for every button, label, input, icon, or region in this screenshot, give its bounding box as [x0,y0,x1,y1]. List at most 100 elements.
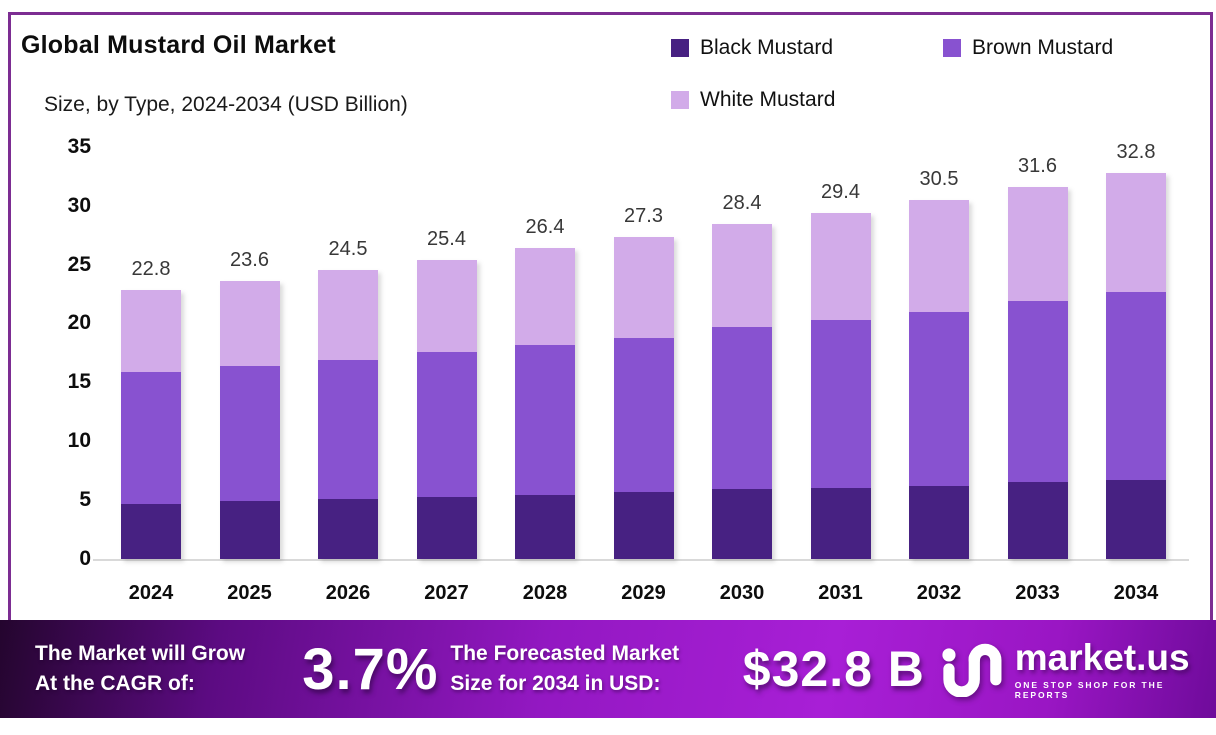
bar-2030 [712,224,772,559]
bar-segment-brown-mustard [613,337,674,492]
bar-segment-black-mustard [613,491,674,559]
bar-2034 [1106,172,1166,559]
marketus-logo-tagline: ONE STOP SHOP FOR THE REPORTS [1014,679,1165,700]
bar-2029 [613,237,674,559]
marketus-logo-text: market.us ONE STOP SHOP FOR THE REPORTS [1015,639,1216,700]
bar-segment-white-mustard [613,237,674,338]
legend-swatch [671,91,689,109]
bar-segment-black-mustard [515,495,575,559]
bar-segment-brown-mustard [515,344,575,496]
x-axis-label-2029: 2029 [621,582,666,604]
bar-2032 [909,199,969,559]
bar-segment-brown-mustard [712,326,772,490]
bar-segment-white-mustard [909,199,969,312]
x-axis-baseline [93,559,1189,561]
forecast-caption-line1: The Forecasted Market [450,642,680,666]
bar-segment-black-mustard [1106,480,1166,559]
y-axis-tick-label: 15 [67,370,91,394]
y-axis-tick-label: 10 [67,429,91,453]
x-axis-label-2030: 2030 [719,582,765,604]
bar-value-label: 28.4 [722,192,762,215]
y-axis-tick-label: 35 [67,134,91,158]
x-axis-label-2026: 2026 [325,582,371,604]
y-axis-tick-label: 0 [79,547,91,570]
bar-segment-black-mustard [318,498,378,559]
bar-value-label: 31.6 [1018,154,1057,177]
bar-value-label: 22.8 [131,258,171,281]
bar-segment-white-mustard [712,224,772,327]
legend-label: Brown Mustard [972,36,1114,59]
x-axis-label-2031: 2031 [818,582,863,604]
y-axis-tick-label: 30 [67,193,91,217]
bar-2025 [219,280,280,559]
x-axis-label-2034: 2034 [1113,582,1159,604]
cagr-value: 3.7% [302,636,439,702]
bar-value-label: 29.4 [821,180,860,203]
bar-segment-brown-mustard [1007,301,1068,483]
x-axis-label-2025: 2025 [227,582,272,604]
bar-2024 [121,290,181,559]
bar-segment-white-mustard [219,280,280,366]
cagr-caption-line1: The Market will Grow [35,642,246,666]
bar-segment-brown-mustard [909,311,969,486]
y-axis-tick-label: 25 [67,252,91,276]
bar-segment-white-mustard [515,248,575,345]
x-axis-label-2028: 2028 [522,582,568,604]
forecast-value: $32.8 B [742,641,925,697]
bar-segment-black-mustard [712,489,772,559]
bar-value-label: 30.5 [919,167,959,190]
bar-2028 [515,248,575,559]
bar-value-label: 24.5 [328,238,368,261]
bar-segment-brown-mustard [810,319,871,489]
forecast-caption: The Forecasted Market Size for 2034 in U… [450,639,742,699]
bar-value-label: 32.8 [1116,140,1156,163]
legend-item-white-mustard: White Mustard [671,87,943,113]
bar-segment-white-mustard [1106,172,1166,292]
bar-value-label: 25.4 [427,227,466,250]
x-axis-label-2024: 2024 [128,582,174,604]
legend-label: White Mustard [700,88,836,111]
y-axis-tick-label: 5 [79,488,91,512]
legend-swatch [943,39,961,57]
legend-label: Black Mustard [700,36,834,59]
legend-item-brown-mustard: Brown Mustard [943,35,1215,61]
bar-value-label: 26.4 [525,216,565,238]
bar-segment-black-mustard [909,485,969,559]
bar-segment-black-mustard [1007,482,1068,559]
plot-area: 0 5 10 15 20 25 30 35 22.8 2024 23.6 2025 24.5 2026 25… [11,15,1210,649]
x-axis-label-2027: 2027 [424,582,469,604]
bar-segment-white-mustard [416,259,477,352]
bar-segment-white-mustard [1007,186,1068,302]
bar-segment-white-mustard [318,270,378,360]
footer-banner: The Market will Grow At the CAGR of: 3.7… [0,620,1216,718]
chart-title: Global Mustard Oil Market [21,31,336,59]
bar-segment-white-mustard [121,290,181,372]
bar-segment-brown-mustard [121,371,181,504]
marketus-logo: market.us ONE STOP SHOP FOR THE REPORTS [941,639,1216,700]
cagr-caption: The Market will Grow At the CAGR of: [35,639,302,699]
bar-segment-brown-mustard [219,365,280,502]
bar-2033 [1007,186,1068,559]
bar-segment-brown-mustard [318,359,378,499]
bar-2026 [318,270,378,559]
bar-value-label: 23.6 [230,248,269,271]
legend-item-black-mustard: Black Mustard [671,35,943,61]
marketus-logo-icon [942,643,1002,697]
bar-segment-brown-mustard [416,351,477,497]
marketus-logo-name: market.us [1014,636,1190,678]
bar-segment-brown-mustard [1106,291,1166,481]
legend: Black Mustard Brown Mustard White Mustard [671,35,1216,139]
bar-segment-black-mustard [810,488,871,559]
x-axis-label-2033: 2033 [1015,582,1060,604]
chart-subtitle: Size, by Type, 2024-2034 (USD Billion) [44,93,408,116]
chart-frame: Global Mustard Oil Market Size, by Type,… [8,12,1213,652]
bar-segment-black-mustard [219,501,280,559]
y-axis-tick-label: 20 [67,311,91,335]
x-axis-label-2032: 2032 [916,582,962,604]
bar-2031 [810,212,871,559]
legend-swatch [671,39,689,57]
bar-segment-white-mustard [810,212,871,320]
bar-segment-black-mustard [416,496,477,559]
forecast-caption-line2: Size for 2034 in USD: [450,672,661,695]
